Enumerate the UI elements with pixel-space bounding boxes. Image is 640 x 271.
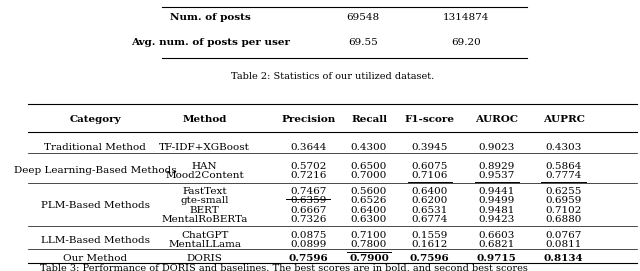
Text: 0.6774: 0.6774 <box>412 215 448 224</box>
Text: 0.8134: 0.8134 <box>544 254 584 263</box>
Text: Deep Learning-Based Methods: Deep Learning-Based Methods <box>14 166 177 176</box>
Text: 0.3945: 0.3945 <box>412 143 448 152</box>
Text: Num. of posts: Num. of posts <box>170 13 251 22</box>
Text: AUPRC: AUPRC <box>543 115 585 124</box>
Text: 0.0875: 0.0875 <box>290 231 326 240</box>
Text: BERT: BERT <box>190 206 220 215</box>
Text: Category: Category <box>69 115 121 124</box>
Text: Our Method: Our Method <box>63 254 127 263</box>
Text: 0.6255: 0.6255 <box>545 187 582 196</box>
Text: 0.6400: 0.6400 <box>412 187 448 196</box>
Text: Recall: Recall <box>351 115 387 124</box>
Text: 0.6075: 0.6075 <box>412 162 448 171</box>
Text: 0.1612: 0.1612 <box>412 240 448 249</box>
Text: 0.7000: 0.7000 <box>351 171 387 180</box>
Text: ChatGPT: ChatGPT <box>181 231 228 240</box>
Text: 0.9481: 0.9481 <box>479 206 515 215</box>
Text: 0.3644: 0.3644 <box>290 143 326 152</box>
Text: 0.6300: 0.6300 <box>351 215 387 224</box>
Text: DORIS: DORIS <box>187 254 223 263</box>
Text: 0.0767: 0.0767 <box>545 231 582 240</box>
Text: MentalRoBERTa: MentalRoBERTa <box>161 215 248 224</box>
Text: gte-small: gte-small <box>180 196 229 205</box>
Text: 0.6603: 0.6603 <box>479 231 515 240</box>
Text: Method: Method <box>182 115 227 124</box>
Text: 0.6531: 0.6531 <box>412 206 448 215</box>
Text: 0.4300: 0.4300 <box>351 143 387 152</box>
Text: 0.9441: 0.9441 <box>479 187 515 196</box>
Text: 0.7100: 0.7100 <box>351 231 387 240</box>
Text: AUROC: AUROC <box>476 115 518 124</box>
Text: Table 2: Statistics of our utilized dataset.: Table 2: Statistics of our utilized data… <box>231 72 434 81</box>
Text: 0.6667: 0.6667 <box>290 206 326 215</box>
Text: F1-score: F1-score <box>405 115 455 124</box>
Text: 0.7216: 0.7216 <box>290 171 326 180</box>
Text: Mood2Content: Mood2Content <box>165 171 244 180</box>
Text: 0.7467: 0.7467 <box>290 187 326 196</box>
Text: 0.9023: 0.9023 <box>479 143 515 152</box>
Text: 0.5600: 0.5600 <box>351 187 387 196</box>
Text: 0.7596: 0.7596 <box>288 254 328 263</box>
Text: 0.7900: 0.7900 <box>349 254 389 263</box>
Text: 0.7106: 0.7106 <box>412 171 448 180</box>
Text: 1314874: 1314874 <box>443 13 490 22</box>
Text: 0.6880: 0.6880 <box>545 215 582 224</box>
Text: 0.7102: 0.7102 <box>545 206 582 215</box>
Text: 0.9499: 0.9499 <box>479 196 515 205</box>
Text: 0.7326: 0.7326 <box>290 215 326 224</box>
Text: 0.7774: 0.7774 <box>545 171 582 180</box>
Text: 0.6821: 0.6821 <box>479 240 515 249</box>
Text: 0.6400: 0.6400 <box>351 206 387 215</box>
Text: 0.0811: 0.0811 <box>545 240 582 249</box>
Text: 0.6200: 0.6200 <box>412 196 448 205</box>
Text: TF-IDF+XGBoost: TF-IDF+XGBoost <box>159 143 250 152</box>
Text: MentalLLama: MentalLLama <box>168 240 241 249</box>
Text: 0.7596: 0.7596 <box>410 254 450 263</box>
Text: 0.6500: 0.6500 <box>351 162 387 171</box>
Text: 0.1559: 0.1559 <box>412 231 448 240</box>
Text: 0.6526: 0.6526 <box>351 196 387 205</box>
Text: 0.5864: 0.5864 <box>545 162 582 171</box>
Text: 69548: 69548 <box>346 13 380 22</box>
Text: Table 3: Performance of DORIS and baselines. The best scores are in bold, and se: Table 3: Performance of DORIS and baseli… <box>40 264 528 271</box>
Text: 0.6959: 0.6959 <box>545 196 582 205</box>
Text: 69.55: 69.55 <box>348 38 378 47</box>
Text: Avg. num. of posts per user: Avg. num. of posts per user <box>131 38 291 47</box>
Text: 0.7800: 0.7800 <box>351 240 387 249</box>
Text: 0.9715: 0.9715 <box>477 254 516 263</box>
Text: PLM-Based Methods: PLM-Based Methods <box>40 201 150 210</box>
Text: Precision: Precision <box>281 115 335 124</box>
Text: HAN: HAN <box>192 162 218 171</box>
Text: 69.20: 69.20 <box>451 38 481 47</box>
Text: FastText: FastText <box>182 187 227 196</box>
Text: 0.0899: 0.0899 <box>290 240 326 249</box>
Text: 0.9537: 0.9537 <box>479 171 515 180</box>
Text: 0.6359: 0.6359 <box>290 196 326 205</box>
Text: 0.8929: 0.8929 <box>479 162 515 171</box>
Text: 0.4303: 0.4303 <box>545 143 582 152</box>
Text: LLM-Based Methods: LLM-Based Methods <box>40 236 150 245</box>
Text: 0.5702: 0.5702 <box>290 162 326 171</box>
Text: 0.9423: 0.9423 <box>479 215 515 224</box>
Text: Traditional Method: Traditional Method <box>44 143 146 152</box>
